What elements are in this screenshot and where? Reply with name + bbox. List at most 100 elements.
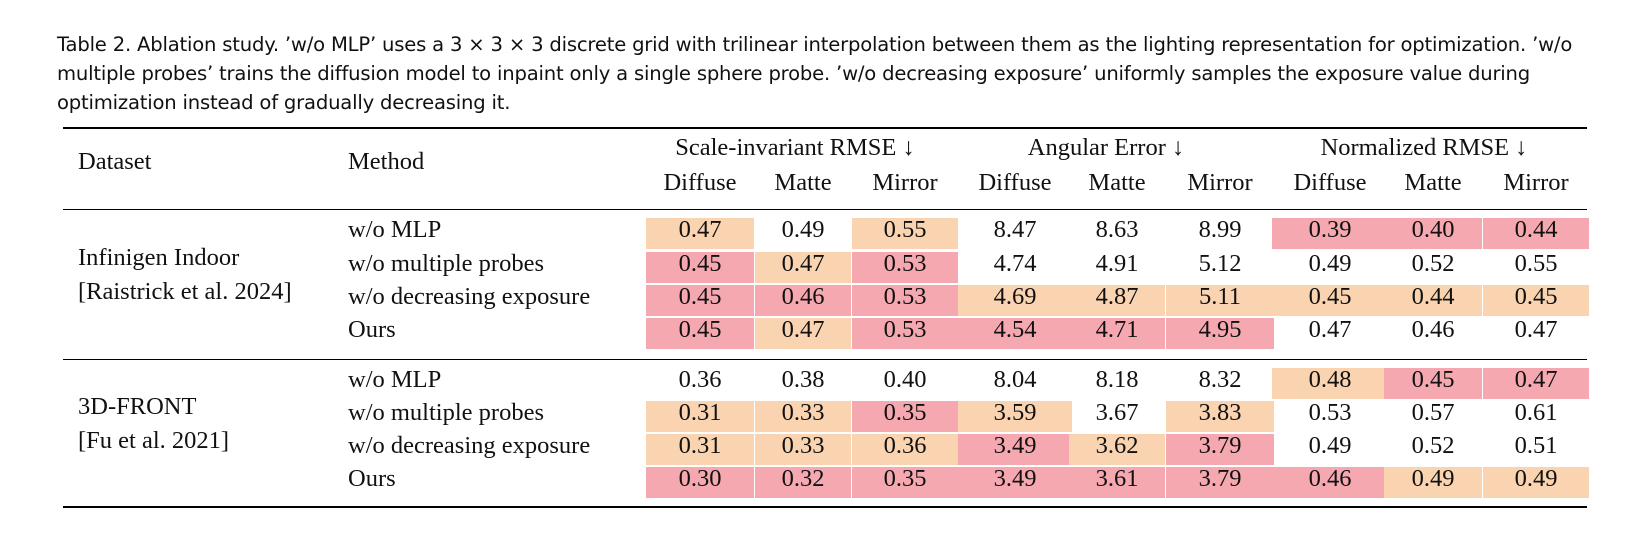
- best-highlight: [958, 467, 1072, 498]
- value-cell-ang-mirror: 3.79: [1198, 465, 1242, 492]
- table-bottom-rule: [63, 506, 1587, 508]
- value-cell-nrmse-mirror: 0.49: [1514, 465, 1558, 492]
- subheader-ang-mirror: Mirror: [1187, 169, 1253, 196]
- value-cell-nrmse-mirror: 0.55: [1514, 250, 1558, 277]
- best-highlight: [1166, 434, 1274, 465]
- best-highlight: [1069, 318, 1165, 349]
- value-cell-ang-matte: 8.18: [1095, 366, 1139, 393]
- value-cell-si-matte: 0.47: [781, 316, 825, 343]
- best-highlight: [1272, 218, 1388, 249]
- header-group-si-rmse: Scale-invariant RMSE ↓: [675, 134, 915, 161]
- value-cell-si-diffuse: 0.30: [678, 465, 722, 492]
- value-cell-nrmse-mirror: 0.47: [1514, 366, 1558, 393]
- value-cell-nrmse-mirror: 0.61: [1514, 399, 1558, 426]
- second-best-highlight: [1272, 368, 1388, 399]
- subheader-nrmse-diffuse: Diffuse: [1293, 169, 1367, 196]
- value-cell-ang-mirror: 8.99: [1198, 216, 1242, 243]
- value-cell-nrmse-matte: 0.45: [1411, 366, 1455, 393]
- best-highlight: [958, 318, 1072, 349]
- value-cell-nrmse-mirror: 0.44: [1514, 216, 1558, 243]
- method-label: w/o decreasing exposure: [348, 432, 591, 459]
- value-cell-ang-matte: 4.91: [1095, 250, 1139, 277]
- method-label: Ours: [348, 465, 396, 492]
- subheader-si-diffuse: Diffuse: [663, 169, 737, 196]
- value-cell-ang-matte: 3.67: [1095, 399, 1139, 426]
- second-best-highlight: [1384, 285, 1482, 316]
- method-label: Ours: [348, 316, 396, 343]
- value-cell-si-matte: 0.38: [781, 366, 825, 393]
- second-best-highlight: [755, 401, 851, 432]
- second-best-highlight: [755, 434, 851, 465]
- second-best-highlight: [1483, 467, 1589, 498]
- second-best-highlight: [646, 434, 754, 465]
- value-cell-si-mirror: 0.53: [883, 250, 927, 277]
- best-highlight: [852, 467, 958, 498]
- second-best-highlight: [1483, 285, 1589, 316]
- value-cell-si-mirror: 0.40: [883, 366, 927, 393]
- second-best-highlight: [1166, 401, 1274, 432]
- value-cell-si-diffuse: 0.45: [678, 283, 722, 310]
- value-cell-nrmse-diffuse: 0.47: [1308, 316, 1352, 343]
- section-divider-rule: [63, 359, 1587, 360]
- value-cell-ang-matte: 4.87: [1095, 283, 1139, 310]
- best-highlight: [755, 467, 851, 498]
- dataset-label-line: 3D-FRONT: [78, 393, 197, 420]
- value-cell-si-mirror: 0.35: [883, 399, 927, 426]
- best-highlight: [852, 318, 958, 349]
- value-cell-si-matte: 0.46: [781, 283, 825, 310]
- value-cell-si-mirror: 0.53: [883, 316, 927, 343]
- header-method: Method: [348, 148, 425, 175]
- best-highlight: [1483, 368, 1589, 399]
- best-highlight: [1384, 368, 1482, 399]
- best-highlight: [852, 252, 958, 283]
- value-cell-ang-diffuse: 4.74: [993, 250, 1037, 277]
- value-cell-nrmse-diffuse: 0.49: [1308, 432, 1352, 459]
- second-best-highlight: [1384, 467, 1482, 498]
- value-cell-ang-matte: 4.71: [1095, 316, 1139, 343]
- value-cell-ang-matte: 3.62: [1095, 432, 1139, 459]
- best-highlight: [646, 285, 754, 316]
- value-cell-nrmse-mirror: 0.51: [1514, 432, 1558, 459]
- value-cell-ang-diffuse: 8.04: [993, 366, 1037, 393]
- value-cell-si-matte: 0.49: [781, 216, 825, 243]
- value-cell-si-matte: 0.32: [781, 465, 825, 492]
- value-cell-si-matte: 0.33: [781, 432, 825, 459]
- header-group-angular-error: Angular Error ↓: [1027, 134, 1185, 161]
- method-label: w/o MLP: [348, 366, 442, 393]
- value-cell-ang-mirror: 5.12: [1198, 250, 1242, 277]
- second-best-highlight: [755, 252, 851, 283]
- best-highlight: [852, 285, 958, 316]
- value-cell-ang-mirror: 4.95: [1198, 316, 1242, 343]
- value-cell-nrmse-matte: 0.52: [1411, 432, 1455, 459]
- value-cell-nrmse-matte: 0.46: [1411, 316, 1455, 343]
- value-cell-nrmse-matte: 0.40: [1411, 216, 1455, 243]
- header-dataset: Dataset: [78, 148, 152, 175]
- dataset-label-line: [Fu et al. 2021]: [78, 427, 230, 454]
- value-cell-ang-mirror: 3.79: [1198, 432, 1242, 459]
- second-best-highlight: [852, 434, 958, 465]
- value-cell-si-mirror: 0.36: [883, 432, 927, 459]
- value-cell-si-mirror: 0.53: [883, 283, 927, 310]
- value-cell-si-diffuse: 0.31: [678, 432, 722, 459]
- value-cell-nrmse-matte: 0.57: [1411, 399, 1455, 426]
- value-cell-ang-matte: 3.61: [1095, 465, 1139, 492]
- second-best-highlight: [1272, 285, 1388, 316]
- best-highlight: [1384, 218, 1482, 249]
- method-label: w/o MLP: [348, 216, 442, 243]
- value-cell-ang-mirror: 5.11: [1199, 283, 1241, 310]
- method-label: w/o multiple probes: [348, 250, 544, 277]
- subheader-nrmse-mirror: Mirror: [1503, 169, 1569, 196]
- best-highlight: [852, 401, 958, 432]
- second-best-highlight: [646, 401, 754, 432]
- subheader-nrmse-matte: Matte: [1404, 169, 1462, 196]
- value-cell-ang-diffuse: 3.59: [993, 399, 1037, 426]
- value-cell-nrmse-diffuse: 0.49: [1308, 250, 1352, 277]
- value-cell-ang-diffuse: 3.49: [993, 432, 1037, 459]
- second-best-highlight: [852, 218, 958, 249]
- best-highlight: [1166, 467, 1274, 498]
- value-cell-ang-matte: 8.63: [1095, 216, 1139, 243]
- table-caption: Table 2. Ablation study. ’w/o MLP’ uses …: [57, 33, 1573, 114]
- value-cell-nrmse-diffuse: 0.48: [1308, 366, 1352, 393]
- subheader-si-matte: Matte: [774, 169, 832, 196]
- value-cell-nrmse-diffuse: 0.39: [1308, 216, 1352, 243]
